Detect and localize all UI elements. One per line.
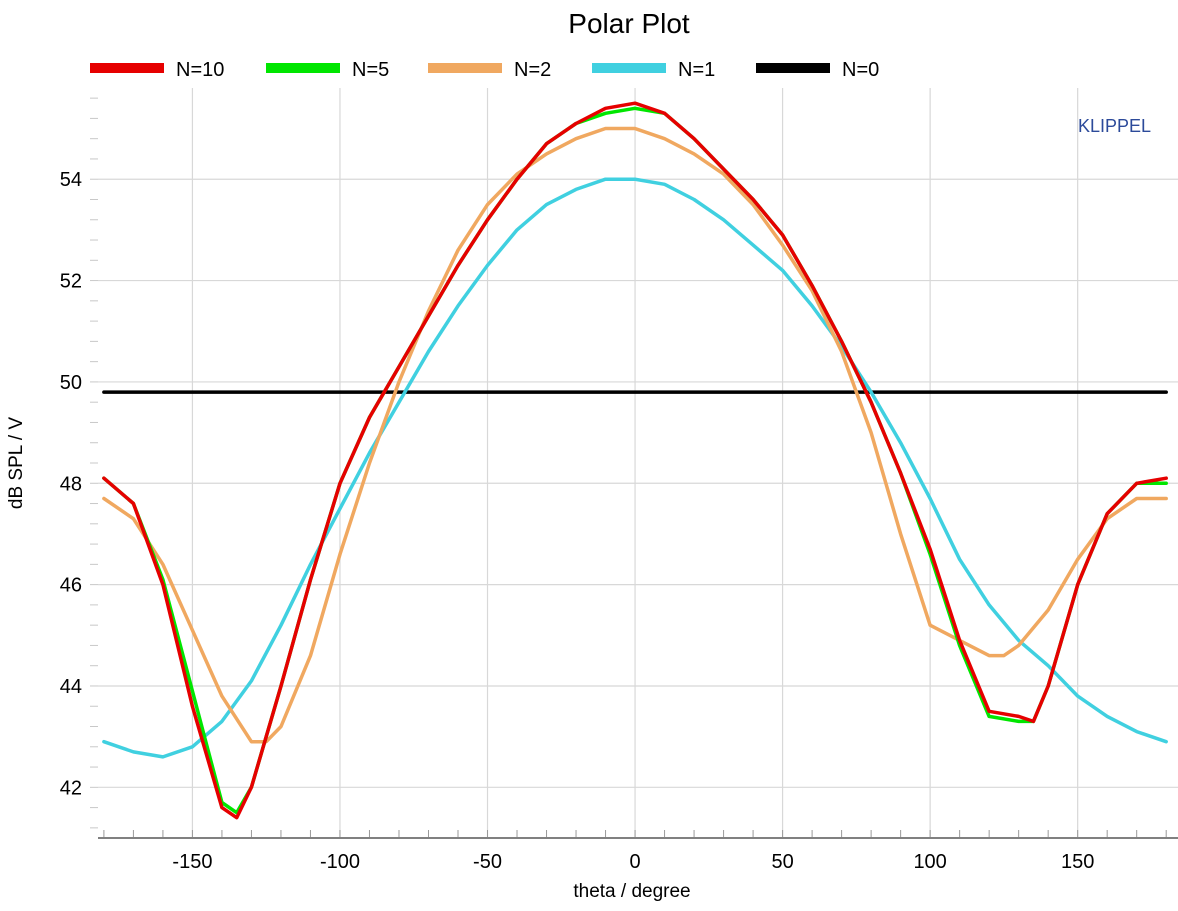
x-tick-label: 50	[771, 851, 793, 873]
y-tick-label: 44	[60, 676, 82, 698]
series-line-n-2	[102, 126, 1168, 744]
legend-label-n-10: N=10	[176, 59, 224, 81]
y-axis-label: dB SPL / V	[6, 417, 27, 510]
x-tick-label: 150	[1061, 851, 1094, 873]
legend-label-n-0: N=0	[842, 59, 879, 81]
x-tick-label: -100	[320, 851, 360, 873]
y-minor-ticks	[90, 97, 98, 829]
y-tick-label: 46	[60, 575, 82, 597]
series-group	[102, 101, 1168, 820]
x-tick-label: -150	[172, 851, 212, 873]
series-line-n-10	[102, 101, 1168, 820]
y-tick-labels: 42 44 46 48 50 52 54	[60, 169, 82, 799]
watermark-klippel: KLIPPEL	[1078, 116, 1151, 136]
legend-swatch-n-0	[756, 63, 830, 73]
y-tick-label: 50	[60, 372, 82, 394]
legend-swatch-n-2	[428, 63, 502, 73]
x-axis-label: theta / degree	[573, 881, 690, 902]
x-tick-labels: -150 -100 -50 0 50 100 150	[172, 851, 1094, 873]
x-minor-ticks	[103, 830, 1167, 838]
chart-title: Polar Plot	[568, 8, 690, 39]
x-tick-label: -50	[473, 851, 502, 873]
legend-label-n-2: N=2	[514, 59, 551, 81]
legend-label-n-1: N=1	[678, 59, 715, 81]
legend-swatch-n-1	[592, 63, 666, 73]
x-tick-label: 100	[913, 851, 946, 873]
legend-label-n-5: N=5	[352, 59, 389, 81]
y-tick-label: 52	[60, 271, 82, 293]
y-tick-label: 54	[60, 169, 82, 191]
y-tick-label: 48	[60, 473, 82, 495]
series-line-n-1	[102, 177, 1168, 759]
plot-area	[90, 88, 1178, 838]
x-tick-label: 0	[629, 851, 640, 873]
y-tick-label: 42	[60, 777, 82, 799]
legend: N=10 N=5 N=2 N=1 N=0	[90, 59, 879, 81]
legend-swatch-n-10	[90, 63, 164, 73]
legend-swatch-n-5	[266, 63, 340, 73]
